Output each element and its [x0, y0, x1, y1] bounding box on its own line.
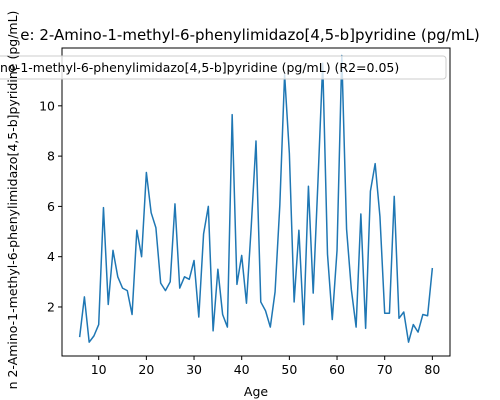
y-tick-label: 8	[47, 149, 55, 164]
y-axis: 2 4 6 8 10	[39, 98, 62, 314]
chart-title: e: 2-Amino-1-methyl-6-phenylimidazo[4,5-…	[20, 26, 479, 44]
series-line	[78, 54, 434, 343]
y-axis-label: n 2-Amino-1-methyl-6-phenylimidazo[4,5-b…	[5, 11, 20, 390]
x-tick-label: 30	[186, 362, 202, 377]
x-tick-label: 60	[329, 362, 345, 377]
legend-box	[0, 55, 447, 80]
y-tick-label: 6	[47, 199, 55, 214]
x-tick-label: 50	[281, 362, 297, 377]
x-tick-label: 40	[234, 362, 250, 377]
y-tick-label: 10	[39, 98, 55, 113]
y-tick-label: 4	[47, 249, 55, 264]
plot-frame	[61, 47, 451, 357]
x-axis-label: Age	[244, 384, 268, 399]
y-tick-label: 2	[47, 299, 55, 314]
x-axis: 10 20 30 40 50 60 70 80	[91, 356, 440, 377]
x-tick-label: 20	[138, 362, 154, 377]
x-tick-label: 70	[377, 362, 393, 377]
x-tick-label: 80	[424, 362, 440, 377]
legend-label: no-1-methyl-6-phenylimidazo[4,5-b]pyridi…	[0, 60, 399, 75]
x-tick-label: 10	[91, 362, 107, 377]
